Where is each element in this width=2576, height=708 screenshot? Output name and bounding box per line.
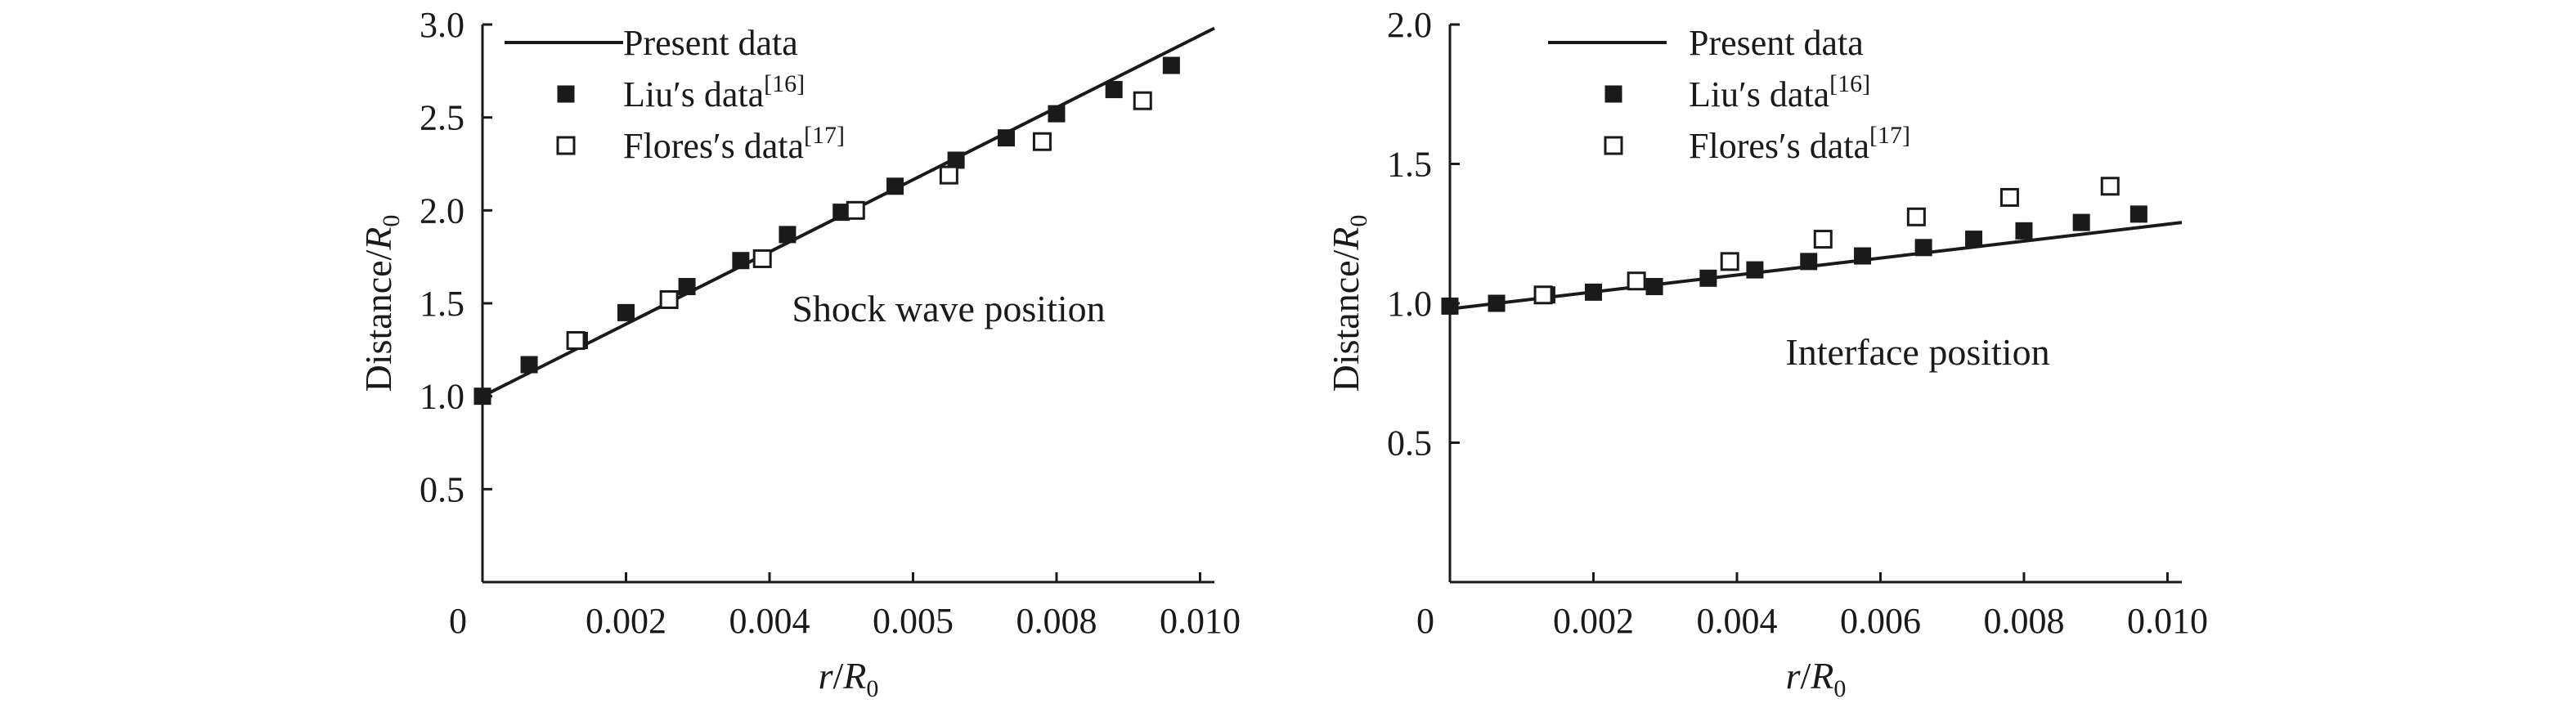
x-axis-label: r/R0 [819, 655, 879, 702]
legend-swatch-flores [556, 136, 576, 155]
data-point-liu [1965, 231, 1983, 249]
data-point-flores [939, 165, 958, 185]
x-tick-label: 0 [1416, 601, 1434, 641]
data-point-liu [1488, 294, 1506, 312]
x-tick-label: 0.008 [1983, 601, 2064, 641]
x-tick-label: 0.002 [586, 601, 666, 641]
data-point-liu [1800, 253, 1818, 271]
data-point-liu [1048, 105, 1066, 123]
legend: Present data Liu′s data[16] Flores′s data[… [505, 23, 845, 166]
legend: Present data Liu′s data[16] Flores′s data[… [1548, 23, 1910, 166]
data-point-liu [1645, 278, 1663, 296]
chart-annotation: Shock wave position [792, 288, 1105, 329]
chart-annotation: Interface position [1785, 331, 2049, 373]
x-tick-label: 0.004 [729, 601, 810, 641]
y-tick-label: 1.0 [420, 377, 464, 417]
data-point-liu [1746, 261, 1764, 279]
legend-label: Flores′s data[17] [1689, 122, 1910, 166]
y-tick-label: 1.0 [1387, 284, 1432, 324]
data-point-liu [617, 303, 635, 321]
data-point-liu [998, 129, 1016, 147]
y-tick-label: 3.0 [420, 5, 464, 45]
x-tick-label: 0.010 [1160, 601, 1241, 641]
data-point-flores [1533, 285, 1553, 305]
data-point-liu [678, 278, 696, 296]
x-tick-label: 0 [449, 601, 467, 641]
data-point-liu [2015, 222, 2033, 240]
data-point-flores [1133, 91, 1152, 110]
data-point-flores [1906, 207, 1926, 226]
data-point-liu [886, 177, 904, 195]
x-tick-label: 0.004 [1696, 601, 1777, 641]
legend-label: Flores′s data[17] [623, 122, 845, 166]
data-point-liu [1105, 81, 1123, 99]
data-point-flores [1032, 132, 1052, 151]
y-axis-label: Distance/R0 [1325, 215, 1372, 392]
x-tick-label: 0.002 [1553, 601, 1634, 641]
y-axis-label: Distance/R0 [357, 215, 405, 392]
legend-label: Liu′s data[16] [1689, 70, 1870, 114]
data-point-liu [473, 388, 491, 406]
data-point-liu [1699, 269, 1717, 287]
x-tick-label: 0.008 [1016, 601, 1097, 641]
y-tick-label: 2.0 [420, 190, 464, 231]
data-point-flores [1999, 187, 2019, 207]
data-point-flores [1813, 230, 1833, 249]
data-point-liu [732, 252, 750, 270]
data-point-liu [2129, 205, 2147, 223]
x-tick-label: 0.006 [1840, 601, 1921, 641]
y-tick-label: 0.5 [420, 469, 464, 509]
data-point-liu [1162, 56, 1180, 74]
data-point-liu [2072, 213, 2090, 231]
data-point-flores [1627, 271, 1646, 291]
data-point-flores [1720, 252, 1739, 271]
data-point-flores [752, 249, 772, 268]
legend-label: Liu′s data[16] [623, 70, 805, 114]
data-point-liu [520, 356, 538, 374]
data-point-flores [659, 289, 679, 309]
data-point-liu [1441, 297, 1459, 315]
data-point-liu [1854, 247, 1872, 265]
y-tick-label: 1.5 [1387, 145, 1432, 185]
x-axis-label: r/R0 [1786, 655, 1847, 702]
legend-label: Present data [623, 23, 798, 63]
legend-swatch-flores [1604, 136, 1623, 155]
y-tick-label: 2.0 [1387, 5, 1432, 45]
y-tick-label: 1.5 [420, 284, 464, 324]
data-point-liu [1584, 283, 1602, 301]
data-point-flores [2100, 177, 2120, 196]
legend-swatch-liu [557, 85, 575, 103]
y-tick-label: 0.5 [1387, 423, 1432, 464]
chart-panel-1: 0.5 1.0 1.5 2.0 2.5 3.0 0 0.002 0.004 0.005 0.008 0… [357, 5, 1241, 702]
x-tick-label: 0.010 [2127, 601, 2208, 641]
y-tick-label: 2.5 [420, 98, 464, 138]
data-point-flores [566, 330, 586, 350]
data-point-liu [1914, 239, 1932, 257]
chart-panel-2: 0.5 1.0 1.5 2.0 0 0.002 0.004 0.006 0.008 0.010 r/… [1325, 5, 2208, 702]
x-tick-label: 0.005 [873, 601, 954, 641]
legend-label: Present data [1689, 23, 1864, 63]
data-point-liu [779, 226, 797, 244]
data-point-flores [846, 200, 865, 220]
legend-swatch-liu [1604, 85, 1622, 103]
